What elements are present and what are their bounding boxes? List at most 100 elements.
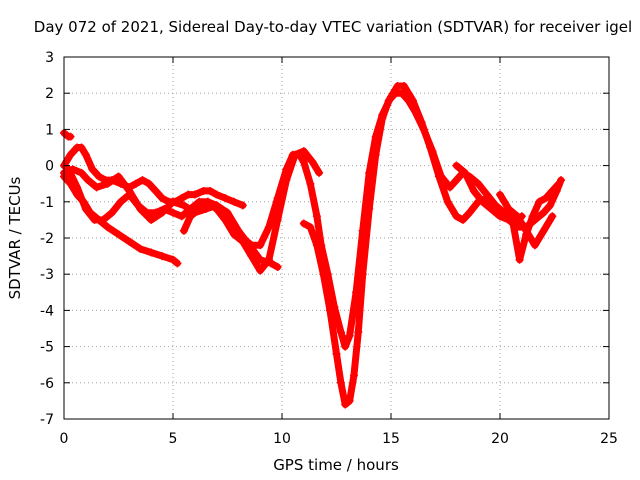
data-point (397, 89, 406, 98)
data-point (179, 201, 188, 210)
data-point (539, 226, 548, 235)
data-point (336, 328, 345, 337)
data-point (125, 237, 134, 246)
data-point (264, 223, 273, 232)
data-point (437, 172, 446, 181)
series-arc-3 (60, 143, 247, 210)
data-point (134, 201, 143, 210)
data-point (474, 179, 483, 188)
data-point (312, 241, 321, 250)
y-tick-label: 2 (45, 86, 54, 102)
data-point (206, 186, 215, 195)
data-point (173, 259, 182, 268)
data-point (315, 168, 324, 177)
data-point (371, 150, 380, 159)
data-point (312, 212, 321, 221)
y-tick-label: -1 (40, 195, 54, 211)
data-point (539, 208, 548, 217)
data-point (64, 165, 73, 174)
data-point (81, 150, 90, 159)
data-point (221, 194, 230, 203)
data-point (358, 270, 367, 279)
data-point (443, 197, 452, 206)
data-point (88, 165, 97, 174)
series-arc-1 (60, 129, 75, 141)
data-point (158, 194, 167, 203)
y-axis-label: SDTVAR / TECUs (6, 176, 24, 299)
data-point (546, 201, 555, 210)
x-tick-label: 10 (273, 431, 291, 447)
series-trace (64, 147, 323, 275)
data-point (496, 212, 504, 221)
data-point (384, 96, 393, 105)
data-point (179, 226, 188, 235)
data-point (99, 215, 108, 224)
data-point (77, 168, 86, 177)
data-point (306, 179, 315, 188)
data-point (230, 223, 239, 232)
data-point (145, 179, 154, 188)
data-point (151, 208, 160, 217)
data-point (103, 179, 112, 188)
data-point (147, 248, 156, 257)
data-point (487, 205, 496, 214)
data-point (230, 197, 239, 206)
data-point (212, 190, 221, 199)
data-point (469, 186, 478, 195)
data-point (138, 176, 147, 185)
data-point (461, 168, 470, 177)
data-point (452, 161, 461, 170)
series-trace (180, 82, 526, 351)
data-point (299, 157, 308, 166)
data-point (465, 208, 474, 217)
data-point (478, 197, 487, 206)
data-point (114, 172, 123, 181)
data-point (295, 150, 304, 159)
data-point (345, 331, 354, 340)
data-point (158, 252, 167, 261)
data-point (513, 212, 522, 221)
data-point (186, 205, 195, 214)
data-point (349, 371, 358, 380)
data-point (452, 176, 461, 185)
data-point (195, 205, 204, 214)
y-tick-label: 0 (45, 159, 54, 175)
data-point (273, 262, 282, 271)
chart-title: Day 072 of 2021, Sidereal Day-to-day VTE… (34, 18, 632, 36)
data-point (114, 230, 123, 239)
series-arc-9 (496, 190, 557, 250)
y-tick-label: -4 (40, 303, 54, 319)
data-point (541, 194, 550, 203)
data-point (160, 205, 169, 214)
data-point (299, 219, 308, 228)
data-point (319, 270, 328, 279)
data-point (247, 252, 256, 261)
series-arc-7 (299, 89, 563, 409)
data-point (190, 190, 199, 199)
data-point (332, 349, 341, 358)
data-point (125, 190, 134, 199)
x-tick-label: 20 (491, 431, 509, 447)
data-point (256, 266, 265, 275)
series-trace (452, 162, 565, 231)
data-point (81, 205, 90, 214)
data-point (410, 107, 419, 116)
data-point (378, 114, 387, 123)
data-point (504, 215, 513, 224)
data-point (548, 212, 557, 221)
data-point (482, 190, 491, 199)
data-point (94, 172, 103, 181)
data-point (419, 125, 428, 134)
x-axis-label: GPS time / hours (273, 456, 399, 474)
data-point (458, 215, 467, 224)
data-point (142, 208, 151, 217)
x-tick-label: 0 (60, 431, 69, 447)
x-tick-label: 15 (382, 431, 400, 447)
data-point (264, 255, 273, 264)
data-point (186, 212, 195, 221)
data-point (282, 165, 291, 174)
data-point (308, 157, 317, 166)
data-point (365, 205, 374, 214)
